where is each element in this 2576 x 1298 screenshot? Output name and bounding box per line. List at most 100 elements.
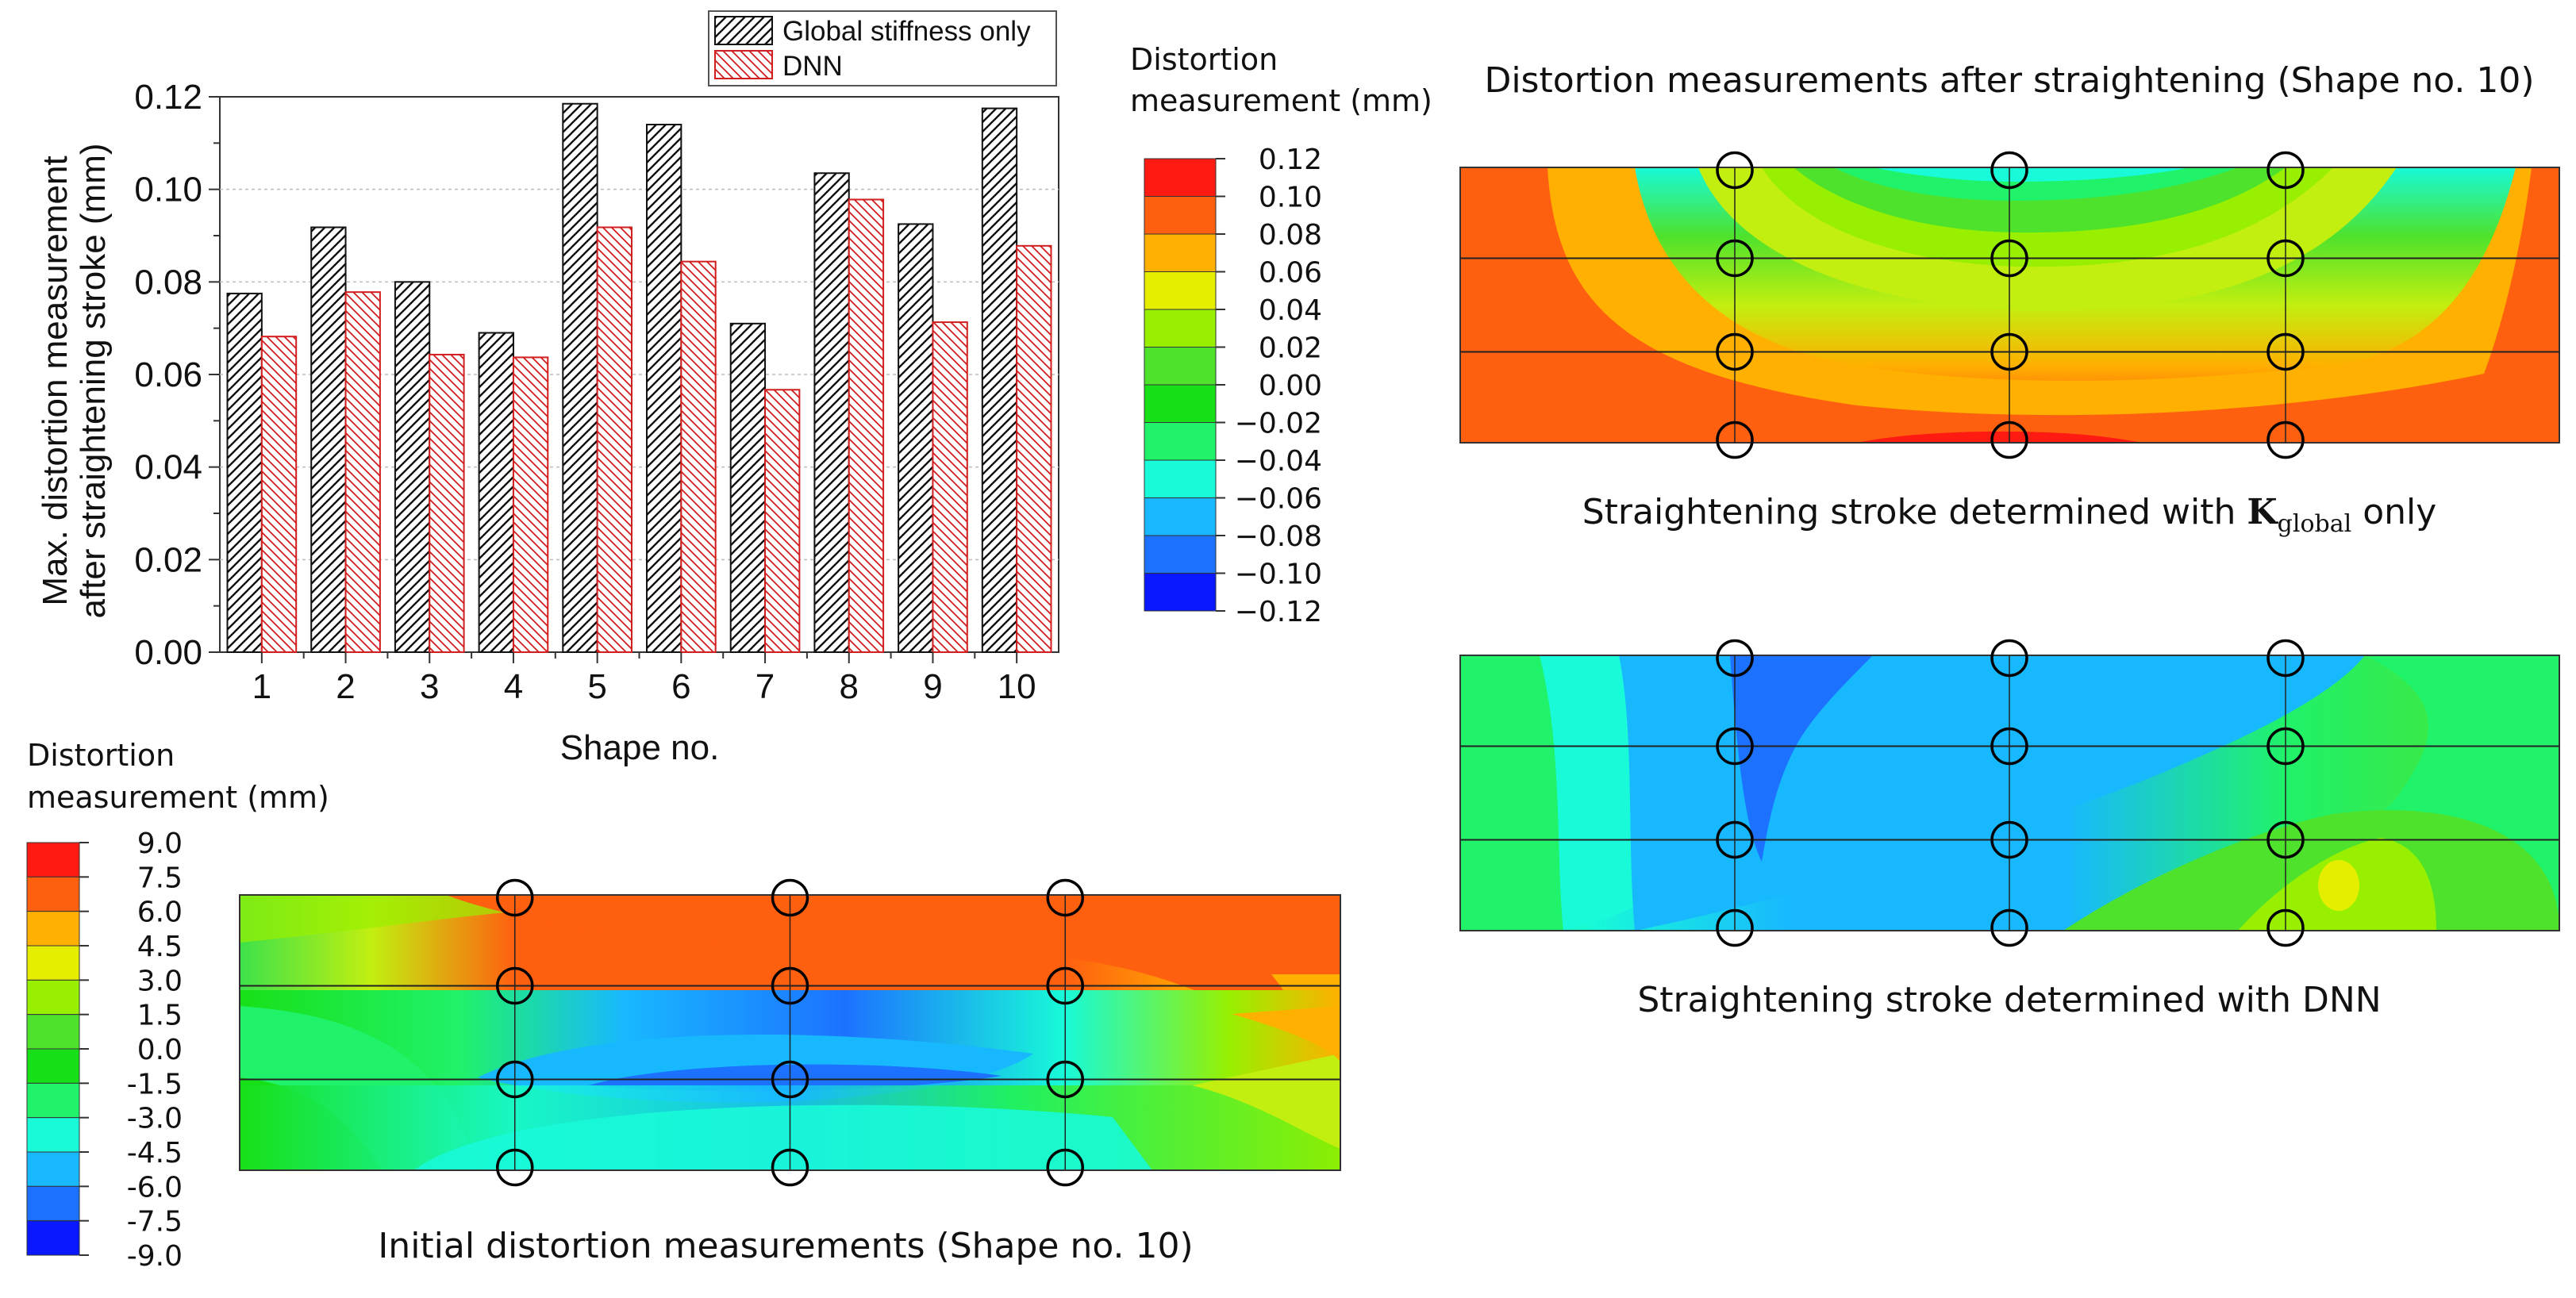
measurement-point-marker — [2266, 332, 2305, 371]
bar-global-stiffness — [898, 223, 934, 653]
colorbar-block — [26, 911, 80, 947]
colorbar-tick-label: 0.10 — [1259, 182, 1322, 214]
y-tick-label: 0.10 — [134, 171, 202, 209]
colorbar-block — [1144, 271, 1217, 310]
colorbar-block — [1144, 535, 1217, 574]
bar-global-stiffness — [729, 322, 767, 653]
colorbar-block — [26, 1220, 80, 1256]
colorbar-block — [26, 876, 80, 912]
bar-dnn — [429, 353, 465, 653]
colorbar-tick-label: -1.5 — [127, 1068, 183, 1100]
colorbar-block — [1144, 573, 1217, 612]
measurement-point-marker — [1716, 727, 1754, 766]
colorbar-tick-label: 9.0 — [137, 828, 183, 860]
colorbar-tick-label: 0.02 — [1259, 332, 1322, 365]
measurement-point-marker — [1990, 151, 2028, 190]
caption-dnn: Straightening stroke determined with DNN — [1637, 980, 2381, 1020]
bar-global-stiffness — [562, 102, 598, 653]
colorbar-tick-label: −0.10 — [1235, 559, 1322, 591]
measurement-point-marker — [496, 878, 534, 917]
y-axis-label-line2: after straightening stroke (mm) — [74, 143, 113, 618]
colorbar-block — [26, 1185, 80, 1222]
colorbar-tick-label: −0.04 — [1235, 445, 1322, 478]
legend-label-global: Global stiffness only — [782, 16, 1031, 47]
contour-initial: Initial distortion measurements (Shape n… — [239, 878, 1341, 1266]
colorbar-tick-label: 3.0 — [137, 965, 183, 997]
bar-dnn — [764, 389, 801, 653]
legend-swatch-global — [714, 16, 773, 45]
contour-kglobal: Distortion measurements after straighten… — [1459, 60, 2560, 538]
colorbar-tick-label: -4.5 — [127, 1137, 183, 1169]
colorbar-block — [1144, 158, 1217, 197]
colorbar-block — [26, 842, 80, 877]
measurement-point-marker — [1990, 727, 2028, 766]
measurement-point-marker — [1046, 1060, 1084, 1099]
bar-global-stiffness — [813, 172, 850, 653]
x-tick-label: 6 — [671, 667, 690, 706]
x-tick-label: 1 — [252, 667, 271, 706]
x-axis: 1 2 3 4 5 6 7 8 9 10 — [252, 652, 1036, 706]
measurement-point-marker — [771, 1060, 809, 1099]
colorbar-block — [1144, 459, 1217, 498]
measurement-point-marker — [2266, 908, 2305, 947]
y-tick-label: 0.02 — [134, 540, 202, 579]
measurement-point-marker — [2266, 421, 2305, 459]
y-tick-label: 0.06 — [134, 355, 202, 394]
colorbar-block — [26, 979, 80, 1016]
measurement-point-marker — [1716, 639, 1754, 678]
colorbar-block — [26, 945, 80, 981]
colorbar-initial-title-line2: measurement (mm) — [27, 780, 329, 815]
y-axis: 0.00 0.02 0.04 0.06 0.08 0.10 0.12 — [134, 78, 220, 672]
colorbar-tick-label: 0.08 — [1259, 219, 1322, 252]
measurement-point-marker — [1046, 878, 1084, 917]
caption-kglobal-subscript: global — [2278, 510, 2352, 538]
colorbar-tick-label: 7.5 — [137, 862, 183, 894]
colorbar-block — [1144, 497, 1217, 536]
bar-global-stiffness — [981, 107, 1018, 654]
bar-dnn — [344, 291, 381, 653]
caption-kglobal-suffix: only — [2363, 492, 2436, 532]
measurement-point-marker — [1716, 820, 1754, 859]
x-tick-label: 2 — [336, 667, 355, 706]
colorbar-after-title-line2: measurement (mm) — [1130, 83, 1432, 118]
measurement-point-marker — [1990, 421, 2028, 459]
x-tick-label: 10 — [998, 667, 1036, 706]
measurement-point-marker — [1716, 908, 1754, 947]
measurement-point-marker — [2266, 727, 2305, 766]
colorbar-tick-label: −0.06 — [1235, 483, 1322, 516]
x-tick-label: 7 — [755, 667, 775, 706]
colorbar-block — [1144, 347, 1217, 386]
measurement-point-marker — [1716, 151, 1754, 190]
measurement-point-marker — [2266, 820, 2305, 859]
measurement-point-marker — [1990, 908, 2028, 947]
measurement-point-marker — [1046, 966, 1084, 1005]
bar-global-stiffness — [478, 332, 514, 653]
measurement-point-marker — [1990, 820, 2028, 859]
x-tick-label: 3 — [420, 667, 439, 706]
bar-global-stiffness — [646, 124, 682, 653]
x-tick-label: 4 — [504, 667, 523, 706]
measurement-point-marker — [1990, 239, 2028, 278]
colorbar-tick-label: 0.06 — [1259, 257, 1322, 290]
measurement-point-marker — [496, 1148, 534, 1187]
bar-dnn — [848, 198, 885, 653]
colorbar-block — [1144, 233, 1217, 272]
bar-global-stiffness — [394, 281, 431, 653]
colorbar-tick-label: -3.0 — [127, 1103, 183, 1135]
measurement-point-marker — [771, 1148, 809, 1187]
x-tick-label: 8 — [840, 667, 859, 706]
bar-dnn — [1016, 244, 1052, 654]
colorbar-block — [26, 1117, 80, 1153]
x-tick-label: 5 — [587, 667, 606, 706]
colorbar-block — [26, 1014, 80, 1050]
measurement-point-marker — [1716, 239, 1754, 278]
legend-label-dnn: DNN — [782, 51, 843, 82]
colorbar-block — [26, 1151, 80, 1187]
measurement-point-marker — [2266, 239, 2305, 278]
measurement-point-marker — [1990, 639, 2028, 678]
caption-kglobal: Straightening stroke determined with Kgl… — [1582, 492, 2437, 538]
colorbar-tick-label: 6.0 — [137, 897, 183, 929]
measurement-point-marker — [771, 878, 809, 917]
legend: Global stiffness only DNN — [708, 10, 1057, 86]
